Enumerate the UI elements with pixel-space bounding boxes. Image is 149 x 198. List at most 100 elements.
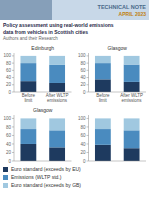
y-axis [14,115,15,161]
legend-swatch [3,183,8,188]
bar-segment [124,65,140,82]
bar-segment [95,56,111,63]
legend-entry: Euro standard (exceeds by GB) [11,182,81,188]
y-tick [87,143,89,144]
chart-title: Glasgow [108,45,128,51]
y-tick-label: 80 [6,125,12,130]
y-tick [87,70,89,71]
bar-segment [124,82,140,92]
bar-segment [124,130,140,148]
bar-segment [95,79,111,92]
y-tick [12,63,14,64]
y-tick-label: 20 [80,150,86,155]
y-tick-label: 60 [80,133,86,138]
x-tick-label-line: limit [24,98,33,103]
legend-swatch [3,167,8,172]
chart: 020406080100 [78,115,146,164]
bar-segment [49,56,65,65]
y-tick-label: 100 [78,116,86,121]
bar-segment [95,129,111,145]
y-tick-label: 20 [80,82,86,87]
y-tick-label: 100 [3,116,11,121]
bars [20,118,65,161]
x-tick-label: After WLTPemissions [120,93,143,103]
legend-entry: Euro standard (exceeds by EU) [11,166,81,172]
y-tick [87,55,89,56]
bar-segment [49,130,65,147]
x-tick-label: Beforelimit [22,93,36,103]
bar-segment [49,147,65,161]
chart: Edinburgh 0 20 40 60 80 100 Beforelimit After WL… [3,45,71,103]
y-tick [87,92,89,93]
subtitle: Authors and their Research [3,36,58,41]
background [0,0,149,198]
bar-segment [95,63,111,79]
chart: Glasgow020406080100BeforelimitAfter WLTP… [78,45,146,103]
y-tick-label: 0 [83,159,86,164]
y-tick [87,152,89,153]
chart: Glasgow020406080100 [3,107,71,164]
y-tick-label: 20 [6,82,12,87]
y-tick [87,135,89,136]
bar-segment [49,83,65,92]
y-tick-label: 80 [6,61,12,66]
header-date: APRIL 2023 [119,11,147,17]
legend: Euro standard (exceeds by EU)Emissions (… [3,166,81,188]
bar-segment [20,81,36,92]
chart-title: Glasgow [33,107,53,113]
y-tick [12,161,14,162]
bar-segment [20,129,36,144]
y-tick [12,92,14,93]
y-tick-label: 60 [6,68,12,73]
page: TECHNICAL NOTEAPRIL 2023Policy assessmen… [0,0,149,198]
y-tick-label: 0 [8,90,11,95]
bars [20,56,65,92]
y-axis [88,53,89,92]
bar-segment [95,145,111,161]
y-tick-label: 60 [80,68,86,73]
bar-segment [49,65,65,83]
x-tick-label-line: emissions [122,98,143,103]
y-tick-label: 40 [80,75,86,80]
bar-segment [124,56,140,65]
y-tick [87,77,89,78]
bar-segment [20,56,36,63]
x-tick-label: After WLTPemissions [46,93,69,103]
bar-segment [124,118,140,130]
y-tick [87,84,89,85]
y-tick [87,118,89,119]
y-tick [12,84,14,85]
bar-segment [49,118,65,130]
y-tick-label: 20 [6,150,12,155]
y-tick-label: 100 [3,53,11,58]
y-tick-label: 40 [6,75,12,80]
y-tick-label: 0 [8,159,11,164]
y-tick [87,161,89,162]
main-title: Policy assessment using real-world emiss… [3,22,114,28]
y-tick [87,63,89,64]
y-tick [12,126,14,127]
chart-title: Edinburgh [31,45,54,51]
bars [95,118,140,161]
bar-segment [20,144,36,161]
y-tick-label: 0 [83,90,86,95]
y-tick [12,77,14,78]
y-axis [14,53,15,92]
y-tick [12,152,14,153]
y-tick [12,70,14,71]
header-band [0,0,149,20]
y-tick-label: 40 [6,142,12,147]
bar-segment [124,148,140,161]
bar-segment [20,118,36,129]
y-tick [12,143,14,144]
y-tick-label: 80 [80,61,86,66]
y-tick-label: 100 [78,53,86,58]
bar-segment [95,118,111,129]
bar-segment [20,63,36,81]
x-tick-label-line: limit [99,98,108,103]
main-title: data from vehicles in Scottish cities [3,29,88,35]
x-axis [14,161,72,162]
y-tick [12,118,14,119]
header-accent [0,0,52,20]
y-axis [88,115,89,161]
